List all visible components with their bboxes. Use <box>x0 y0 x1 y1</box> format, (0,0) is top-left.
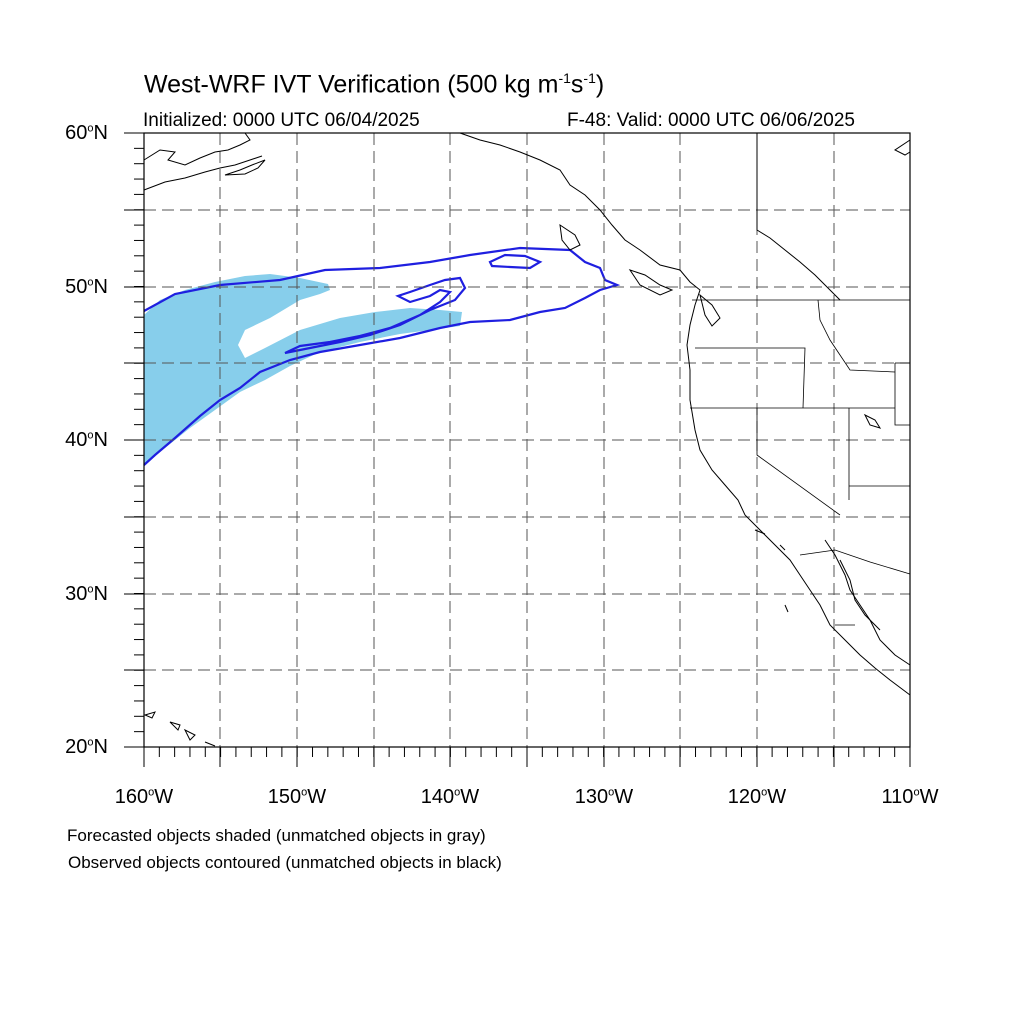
forecast-object-shading <box>144 274 462 465</box>
observed-contour-north <box>488 253 543 270</box>
legend-observed: Observed objects contoured (unmatched ob… <box>68 853 502 872</box>
minor-ticks <box>134 132 911 757</box>
lon-label-140w: 140oW <box>420 786 480 808</box>
legend-forecast: Forecasted objects shaded (unmatched obj… <box>67 826 486 845</box>
lon-label-110w: 110oW <box>881 786 939 808</box>
lon-label-130w: 130oW <box>574 786 634 808</box>
lat-label-40n: 40oN <box>65 429 108 451</box>
lat-lon-grid <box>144 133 910 747</box>
coastlines <box>143 132 911 747</box>
lat-label-50n: 50oN <box>65 276 108 298</box>
axis-ticks <box>124 132 911 767</box>
state-borders <box>690 299 911 626</box>
valid-time: F-48: Valid: 0000 UTC 06/06/2025 <box>567 110 855 131</box>
lon-label-120w: 120oW <box>727 786 787 808</box>
observed-contour-inner <box>284 276 467 355</box>
lat-label-20n: 20oN <box>65 736 108 758</box>
map-title: West-WRF IVT Verification (500 kg m-1s-1… <box>144 70 605 99</box>
initialized-time: Initialized: 0000 UTC 06/04/2025 <box>143 110 420 131</box>
lon-label-160w: 160oW <box>114 786 174 808</box>
lat-label-30n: 30oN <box>65 583 108 605</box>
lon-label-150w: 150oW <box>267 786 327 808</box>
observed-object-contour <box>143 246 621 466</box>
lat-label-60n: 60oN <box>65 122 108 144</box>
